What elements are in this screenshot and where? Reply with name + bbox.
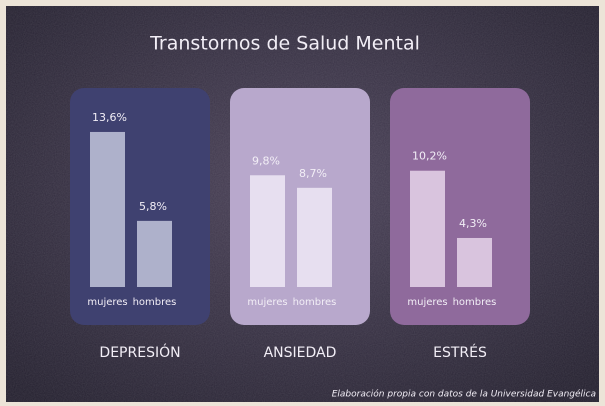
- bar: [410, 170, 445, 287]
- series-label: hombres: [133, 297, 177, 308]
- category-label: DEPRESIÓN: [99, 343, 180, 361]
- bar: [137, 220, 172, 287]
- series-label: hombres: [293, 297, 337, 308]
- source: Elaboración propia con datos de la Unive…: [332, 389, 596, 400]
- series-label: mujeres: [407, 297, 447, 308]
- bar: [250, 175, 285, 287]
- value-label: 5,8%: [139, 200, 167, 213]
- chart-title: Transtornos de Salud Mental: [149, 33, 420, 55]
- value-label: 10,2%: [412, 150, 447, 163]
- bar: [297, 187, 332, 287]
- series-label: hombres: [453, 297, 497, 308]
- series-label: mujeres: [247, 297, 287, 308]
- value-label: 8,7%: [299, 167, 327, 180]
- bar: [457, 237, 492, 287]
- bar: [90, 131, 125, 287]
- value-label: 4,3%: [459, 217, 487, 230]
- series-label: mujeres: [87, 297, 127, 308]
- value-label: 9,8%: [252, 154, 280, 167]
- category-label: ESTRÉS: [433, 344, 487, 361]
- category-label: ANSIEDAD: [264, 345, 337, 361]
- value-label: 13,6%: [92, 111, 127, 124]
